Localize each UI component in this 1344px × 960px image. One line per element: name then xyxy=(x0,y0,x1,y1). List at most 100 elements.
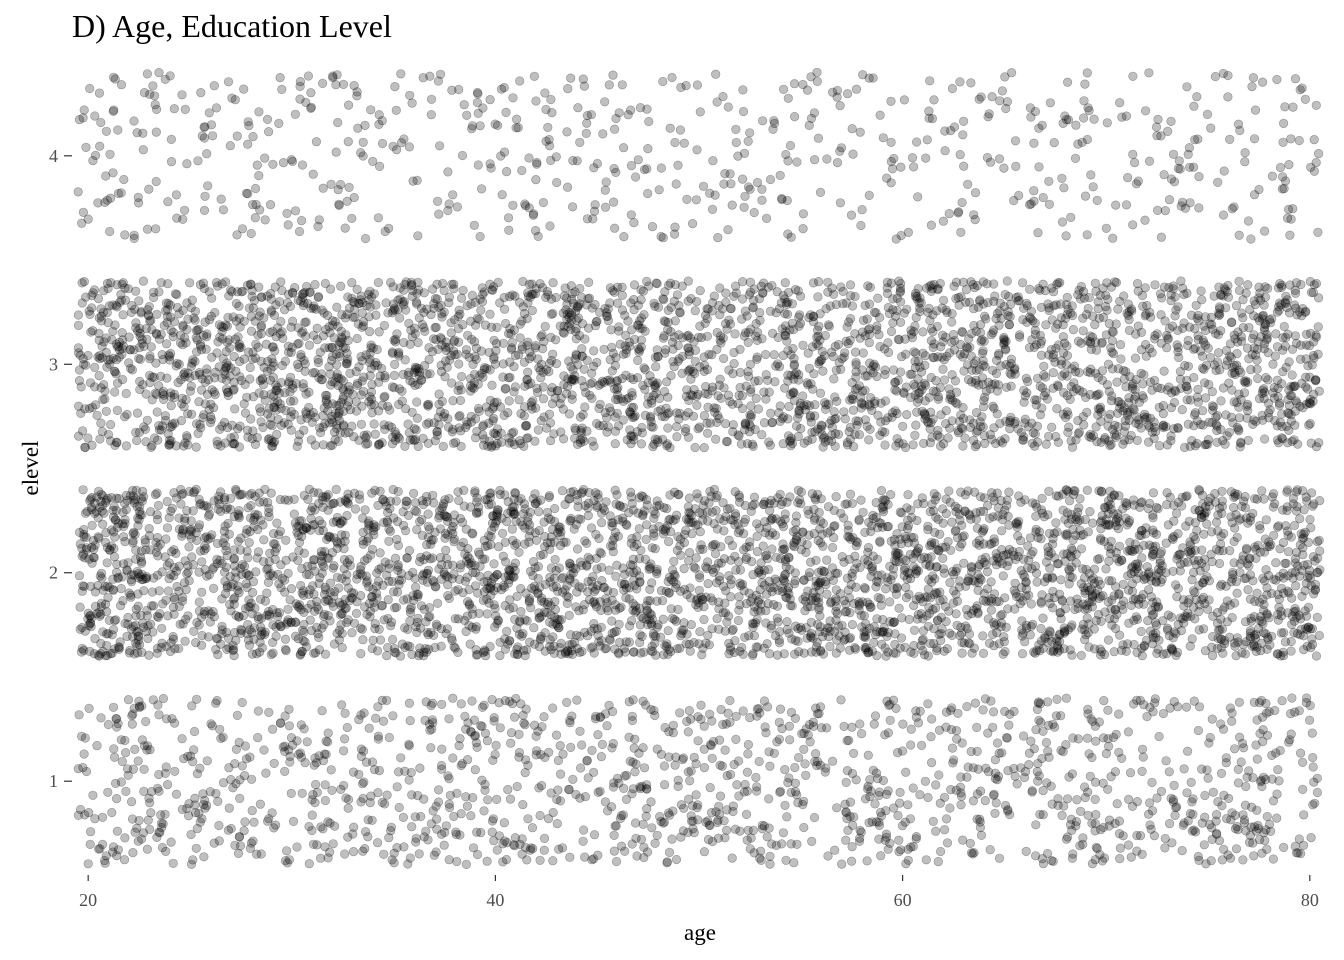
data-point xyxy=(1273,765,1283,775)
data-point xyxy=(499,818,509,828)
data-point xyxy=(990,808,1000,819)
data-point xyxy=(348,846,359,857)
data-point xyxy=(435,510,445,521)
data-point xyxy=(229,650,239,661)
data-point xyxy=(706,593,716,603)
data-point xyxy=(464,559,474,569)
data-point xyxy=(268,724,278,734)
data-point xyxy=(139,764,149,774)
data-point xyxy=(389,513,399,523)
data-point xyxy=(340,849,350,859)
data-point xyxy=(316,822,326,832)
data-point xyxy=(761,618,771,628)
data-point xyxy=(1282,487,1292,497)
data-point xyxy=(814,602,824,613)
data-point xyxy=(396,575,407,585)
data-point xyxy=(139,586,149,596)
data-point xyxy=(931,512,941,522)
data-point xyxy=(959,558,969,568)
data-point xyxy=(1216,719,1226,729)
data-point xyxy=(247,774,257,784)
data-point xyxy=(1140,529,1151,539)
data-point xyxy=(450,643,460,653)
data-point xyxy=(988,707,999,717)
data-point xyxy=(708,540,718,550)
data-point xyxy=(427,724,437,734)
data-point xyxy=(790,635,801,646)
data-point xyxy=(411,833,421,843)
data-point xyxy=(1292,485,1302,495)
data-point xyxy=(624,732,634,742)
data-point xyxy=(1257,616,1267,627)
data-point xyxy=(714,624,724,634)
data-point xyxy=(307,502,318,513)
data-point xyxy=(627,715,638,726)
data-point xyxy=(1280,637,1291,647)
data-point xyxy=(735,578,745,588)
data-point xyxy=(171,789,181,799)
data-point xyxy=(870,711,881,721)
data-point xyxy=(282,858,293,868)
data-point xyxy=(1056,575,1066,585)
data-point xyxy=(373,731,384,741)
data-point xyxy=(548,807,558,818)
data-point xyxy=(886,536,896,546)
data-point xyxy=(634,553,645,564)
data-point xyxy=(962,772,972,782)
data-point xyxy=(498,581,508,591)
data-point xyxy=(222,550,232,561)
data-point xyxy=(1125,768,1136,778)
data-point xyxy=(482,609,492,619)
data-point xyxy=(854,514,864,525)
data-point xyxy=(1089,624,1099,634)
data-point xyxy=(360,505,370,515)
data-point xyxy=(860,794,871,804)
data-point xyxy=(805,557,816,567)
data-point xyxy=(1047,572,1057,582)
data-point xyxy=(250,512,260,523)
data-point xyxy=(194,597,204,607)
data-point xyxy=(775,627,785,637)
data-point xyxy=(374,564,384,574)
data-point xyxy=(1034,697,1044,707)
data-point xyxy=(596,517,607,528)
data-point xyxy=(459,501,469,511)
data-point xyxy=(511,693,521,704)
data-point xyxy=(1302,559,1313,570)
data-point xyxy=(336,538,346,548)
data-point xyxy=(1178,820,1188,830)
data-point xyxy=(906,647,916,657)
data-point xyxy=(307,810,317,820)
data-point xyxy=(950,526,960,536)
data-point xyxy=(894,798,905,808)
data-point xyxy=(1186,777,1196,788)
data-point xyxy=(298,625,308,635)
data-point xyxy=(328,563,338,573)
data-point xyxy=(764,649,775,659)
data-point xyxy=(437,744,447,754)
data-point xyxy=(192,535,202,546)
data-point xyxy=(883,844,893,854)
data-point xyxy=(664,727,674,737)
data-point xyxy=(445,790,456,800)
data-point xyxy=(498,551,508,561)
data-point xyxy=(681,639,691,649)
data-point xyxy=(593,787,603,797)
data-point xyxy=(1126,852,1136,862)
data-point xyxy=(448,521,458,532)
data-point xyxy=(636,545,646,555)
data-point xyxy=(945,705,956,716)
data-point xyxy=(621,770,632,780)
data-point xyxy=(1277,696,1287,706)
data-point xyxy=(328,517,339,527)
data-point xyxy=(1282,506,1292,516)
data-point xyxy=(957,738,967,748)
data-point xyxy=(464,599,475,609)
data-point xyxy=(856,827,866,837)
data-point xyxy=(253,732,263,743)
data-point xyxy=(859,582,870,593)
data-point xyxy=(1311,651,1322,661)
data-point xyxy=(768,599,779,610)
data-point xyxy=(763,564,774,575)
data-point xyxy=(133,521,143,531)
